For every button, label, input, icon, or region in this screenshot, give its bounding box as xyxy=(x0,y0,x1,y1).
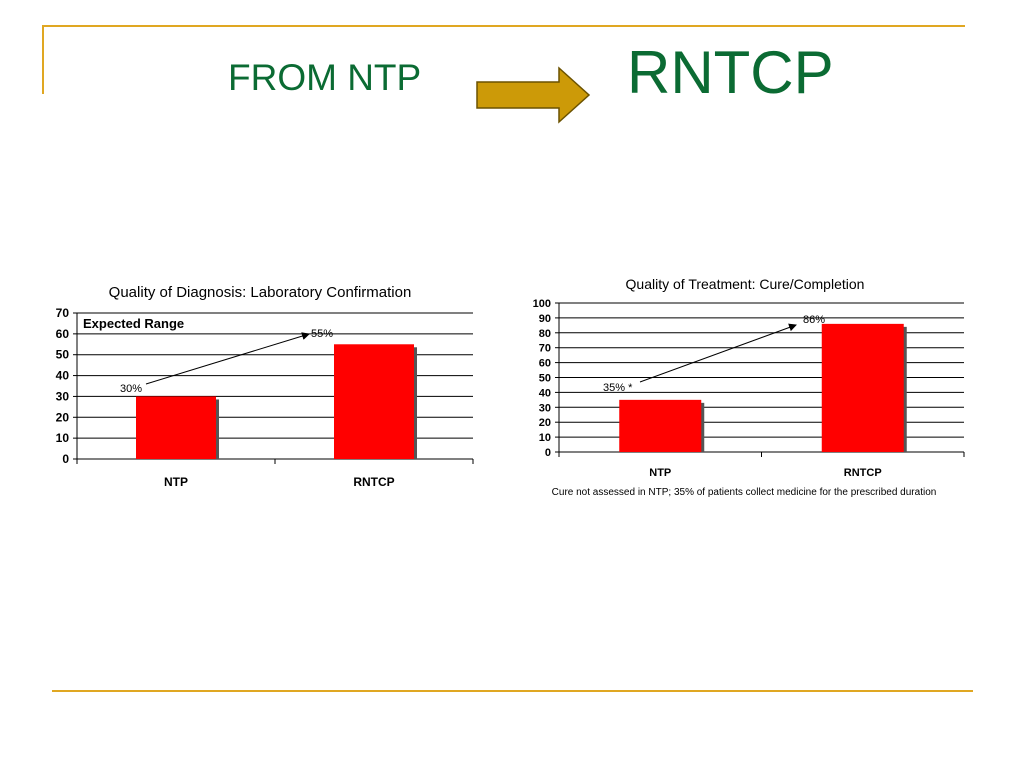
chart-footnote: Cure not assessed in NTP; 35% of patient… xyxy=(552,487,937,498)
y-tick-label: 20 xyxy=(56,410,70,424)
category-label: NTP xyxy=(649,467,671,479)
y-tick-label: 80 xyxy=(539,328,551,340)
y-tick-label: 40 xyxy=(56,369,70,383)
bar xyxy=(136,396,216,459)
top-rule xyxy=(42,25,965,27)
y-tick-label: 30 xyxy=(539,402,551,414)
title-to: RNTCP xyxy=(627,39,834,106)
annotation-label: 86% xyxy=(803,314,825,326)
chart-diagnosis: Quality of Diagnosis: Laboratory Confirm… xyxy=(56,284,474,489)
y-tick-label: 50 xyxy=(539,373,551,385)
bottom-rule xyxy=(52,690,973,692)
y-tick-label: 10 xyxy=(539,432,551,444)
bar xyxy=(619,399,702,452)
chart-title: Quality of Treatment: Cure/Completion xyxy=(626,276,865,292)
category-label: NTP xyxy=(164,475,188,489)
y-tick-label: 60 xyxy=(56,327,70,341)
annotation-label: 35% * xyxy=(603,382,633,394)
right-arrow-icon xyxy=(476,66,591,124)
annotation-label: 55% xyxy=(311,328,333,340)
y-tick-label: 0 xyxy=(545,447,551,459)
category-label: RNTCP xyxy=(353,475,394,489)
y-tick-label: 10 xyxy=(56,431,70,445)
annotation-arrow xyxy=(639,323,797,383)
chart-treatment: Quality of Treatment: Cure/Completion Cu… xyxy=(533,276,965,498)
y-tick-label: 50 xyxy=(56,348,70,362)
y-tick-label: 60 xyxy=(539,358,551,370)
y-tick-label: 40 xyxy=(539,387,551,399)
y-tick-label: 70 xyxy=(539,343,551,355)
left-rule xyxy=(42,25,44,94)
chart-title: Quality of Diagnosis: Laboratory Confirm… xyxy=(109,284,412,301)
category-label: RNTCP xyxy=(844,467,882,479)
title-from: FROM NTP xyxy=(228,57,422,98)
y-tick-label: 90 xyxy=(539,313,551,325)
bar xyxy=(821,323,904,452)
y-tick-label: 100 xyxy=(533,298,551,310)
annotation-label: Expected Range xyxy=(83,316,184,331)
y-tick-label: 70 xyxy=(56,306,70,320)
y-tick-label: 20 xyxy=(539,417,551,429)
y-tick-label: 0 xyxy=(62,452,69,466)
annotation-label: 30% xyxy=(120,383,142,395)
bar xyxy=(334,344,414,459)
y-tick-label: 30 xyxy=(56,389,70,403)
annotation-arrow xyxy=(145,332,310,385)
